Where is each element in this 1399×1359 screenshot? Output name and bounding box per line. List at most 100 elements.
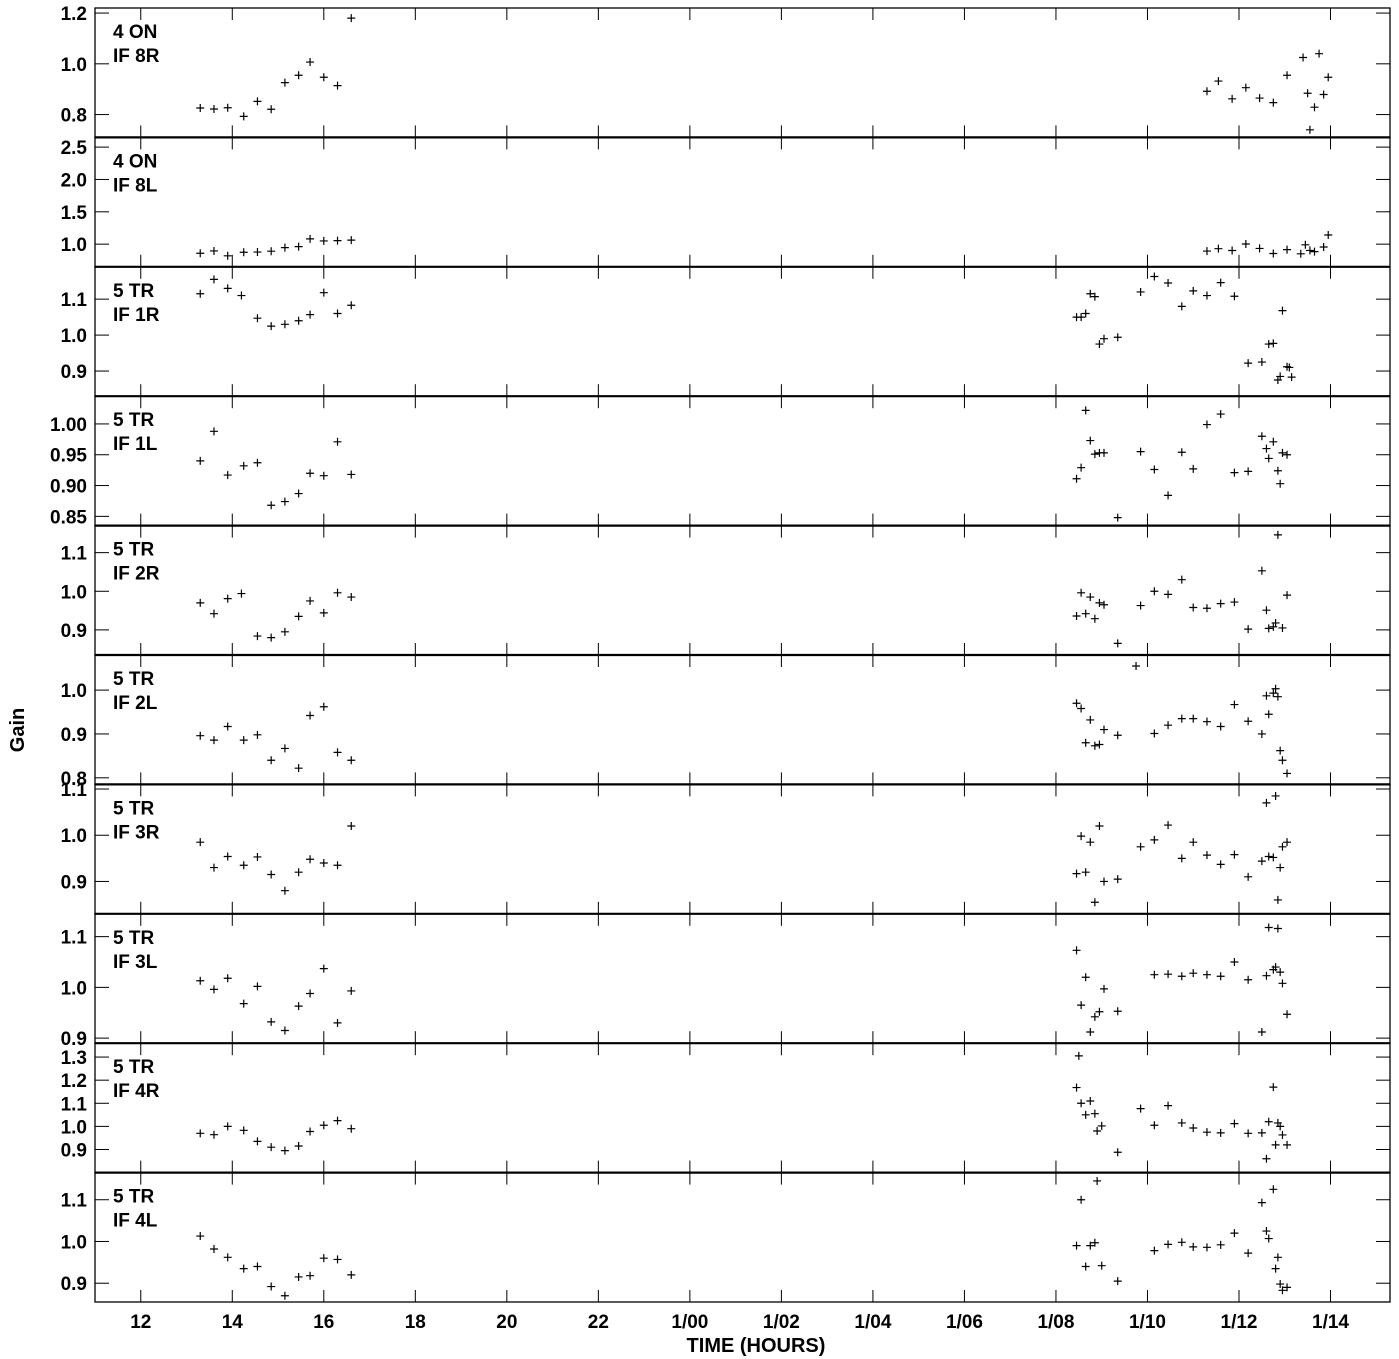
panel-markers: [196, 1051, 1292, 1163]
data-point: [1081, 1262, 1090, 1271]
y-tick-label: 2.5: [61, 138, 88, 159]
x-tick-label: 14: [222, 1312, 244, 1333]
data-point: [294, 242, 303, 251]
data-point: [1271, 963, 1280, 972]
data-point: [253, 458, 262, 467]
data-point: [253, 97, 262, 106]
data-point: [223, 471, 232, 480]
data-point: [306, 855, 315, 864]
panel-10: 0.9 1.0 1.1 5 TR IF 4L: [61, 1171, 1391, 1303]
data-point: [253, 314, 262, 323]
data-point: [294, 764, 303, 773]
y-tick-label: 0.9: [61, 725, 87, 746]
panel-9: 0.91.01.11.21.3 5 TR IF 4R: [61, 1042, 1391, 1174]
data-point: [1216, 972, 1225, 981]
data-point: [347, 756, 356, 765]
data-point: [294, 71, 303, 80]
data-point: [1113, 639, 1122, 648]
data-point: [1283, 450, 1292, 459]
y-tick-label: 0.95: [50, 446, 87, 467]
panel-frame: [94, 1171, 1391, 1303]
data-point: [319, 858, 328, 867]
data-point: [1189, 1124, 1198, 1132]
data-point: [1244, 717, 1253, 726]
data-point: [280, 78, 289, 87]
data-point: [1228, 246, 1237, 255]
data-point: [1273, 1253, 1282, 1262]
data-point: [319, 608, 328, 617]
data-point: [1095, 740, 1104, 749]
data-point: [223, 103, 232, 112]
data-point: [1150, 1246, 1159, 1255]
data-point: [1228, 94, 1237, 103]
data-point: [1177, 854, 1186, 863]
data-point: [1271, 684, 1280, 693]
data-point: [1136, 447, 1145, 456]
data-point: [294, 612, 303, 621]
data-point: [1177, 972, 1186, 981]
data-point: [1202, 970, 1211, 979]
panel-frame: [94, 136, 1391, 268]
data-point: [253, 730, 262, 739]
data-point: [1164, 491, 1173, 500]
x-tick-label: 18: [405, 1312, 426, 1333]
data-point: [1081, 309, 1090, 318]
data-point: [1100, 600, 1108, 609]
data-point: [1086, 1096, 1095, 1105]
data-point: [196, 249, 205, 258]
data-point: [306, 1127, 315, 1136]
data-point: [347, 986, 356, 995]
panel-antenna-label: 5 TR: [113, 410, 154, 431]
data-point: [1257, 729, 1266, 738]
data-point: [253, 982, 262, 991]
data-point: [1276, 863, 1285, 872]
panel-if-label: IF 4R: [113, 1081, 160, 1102]
data-point: [1262, 1227, 1271, 1236]
data-point: [280, 744, 289, 753]
data-point: [223, 251, 232, 260]
data-point: [1136, 601, 1145, 610]
data-point: [1264, 624, 1273, 633]
data-point: [1273, 924, 1282, 933]
data-point: [1299, 53, 1308, 62]
data-point: [1072, 611, 1081, 620]
data-point: [280, 1146, 289, 1155]
x-tick-label: 1/08: [1037, 1312, 1074, 1333]
data-point: [1264, 454, 1273, 463]
panel-markers: [196, 272, 1296, 385]
data-point: [1310, 247, 1319, 256]
panel-frame: [94, 7, 1391, 139]
data-point: [1271, 618, 1280, 627]
data-point: [239, 461, 248, 470]
data-point: [1072, 1241, 1081, 1250]
data-point: [1278, 623, 1287, 632]
data-point: [1262, 971, 1271, 980]
data-point: [1283, 1283, 1292, 1292]
x-tick-label: 1/10: [1129, 1312, 1166, 1333]
data-point: [1305, 125, 1314, 134]
data-point: [209, 736, 218, 745]
data-point: [1262, 606, 1271, 615]
data-point: [1269, 437, 1278, 446]
y-axis-label: Gain: [7, 708, 29, 752]
data-point: [1216, 722, 1225, 731]
data-point: [280, 497, 289, 506]
data-point: [1276, 1280, 1285, 1289]
data-point: [280, 320, 289, 329]
data-point: [1177, 575, 1186, 584]
data-point: [1244, 872, 1253, 881]
data-point: [1136, 287, 1145, 296]
data-point: [1189, 838, 1198, 847]
data-point: [1244, 1129, 1253, 1138]
data-point: [333, 81, 342, 90]
panel-frame: [94, 654, 1391, 786]
data-point: [1177, 448, 1186, 457]
data-point: [1230, 1229, 1239, 1238]
data-point: [1095, 821, 1104, 830]
data-point: [1150, 272, 1159, 281]
data-point: [1262, 1154, 1271, 1163]
data-point: [1276, 479, 1285, 488]
panel-if-label: IF 3L: [113, 952, 158, 973]
data-point: [347, 470, 356, 479]
